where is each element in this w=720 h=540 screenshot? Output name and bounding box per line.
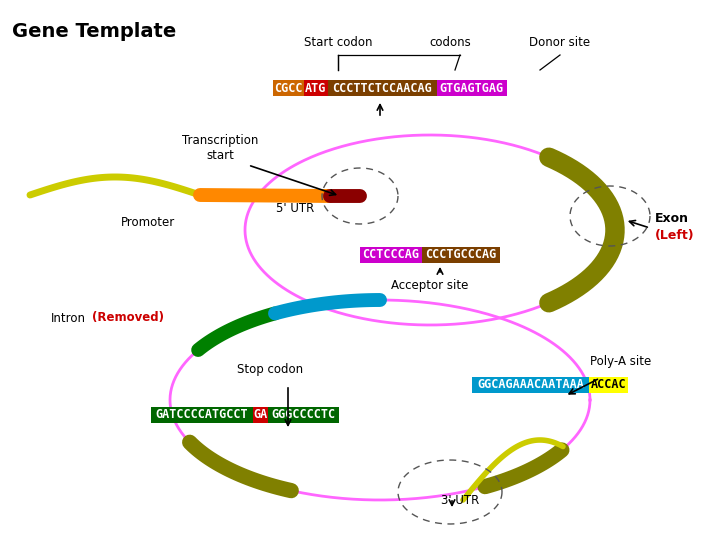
Text: CCCTTCTCCAACAG: CCCTTCTCCAACAG	[333, 82, 432, 94]
Text: Poly-A site: Poly-A site	[590, 355, 652, 368]
Text: (Left): (Left)	[655, 228, 695, 241]
Bar	[253, 407, 269, 423]
Text: Gene Template: Gene Template	[12, 22, 176, 41]
Text: CCTCCCAG: CCTCCCAG	[362, 248, 420, 261]
Bar	[304, 80, 328, 96]
Bar	[328, 80, 437, 96]
Bar	[360, 247, 422, 263]
Text: Acceptor site: Acceptor site	[391, 280, 469, 293]
Bar	[437, 80, 507, 96]
Text: ACCAC: ACCAC	[590, 379, 626, 392]
Text: Start codon: Start codon	[304, 37, 372, 50]
Bar	[273, 80, 304, 96]
Bar	[422, 247, 500, 263]
Text: GA: GA	[253, 408, 268, 422]
Bar	[151, 407, 253, 423]
Text: (Removed): (Removed)	[92, 312, 164, 325]
Text: Transcription
start: Transcription start	[182, 134, 258, 162]
Text: GGCAGAAACAATAAA: GGCAGAAACAATAAA	[477, 379, 584, 392]
Text: Donor site: Donor site	[529, 37, 590, 50]
Text: CCCTGCCCAG: CCCTGCCCAG	[426, 248, 497, 261]
Text: 3' UTR: 3' UTR	[441, 494, 479, 507]
Text: GATCCCCATGCCT: GATCCCCATGCCT	[156, 408, 248, 422]
Text: codons: codons	[429, 37, 471, 50]
Bar	[269, 407, 338, 423]
Text: ATG: ATG	[305, 82, 327, 94]
Bar	[472, 377, 589, 393]
Text: Intron: Intron	[51, 312, 86, 325]
Text: GTGAGTGAG: GTGAGTGAG	[440, 82, 504, 94]
Text: Stop codon: Stop codon	[237, 363, 303, 376]
Text: GGGCCCCTC: GGGCCCCTC	[271, 408, 336, 422]
Text: Promoter: Promoter	[121, 215, 175, 228]
Bar	[589, 377, 628, 393]
Text: 5' UTR: 5' UTR	[276, 201, 314, 214]
Text: Exon: Exon	[655, 212, 689, 225]
Text: CGCC: CGCC	[274, 82, 303, 94]
